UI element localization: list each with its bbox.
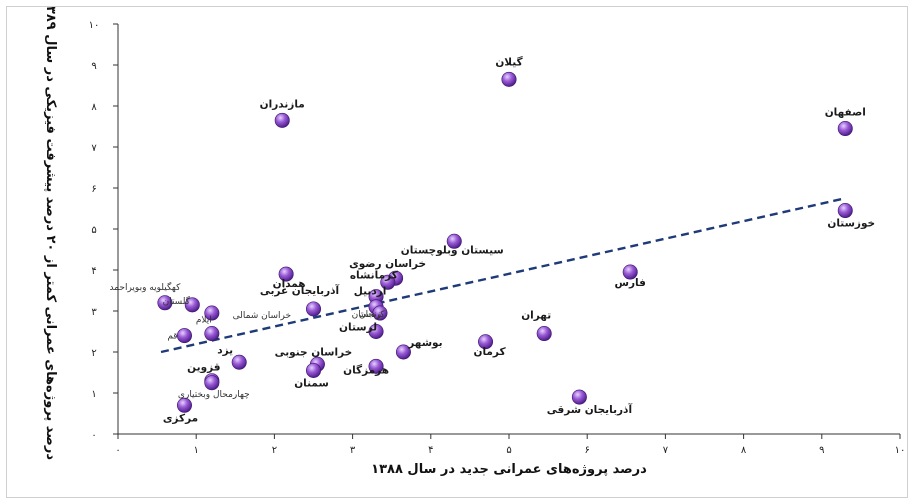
point-label: زنجان — [359, 310, 381, 320]
y-tick-label: ۶ — [91, 184, 96, 195]
point-label: مرکزی — [163, 412, 198, 424]
data-point — [204, 326, 220, 342]
data-point — [395, 344, 411, 360]
data-point — [204, 305, 220, 321]
point-label: کهگیلویه وبویراحمد — [109, 281, 181, 293]
point-label: کرمانشاه — [350, 269, 399, 281]
y-tick-label: ۵ — [91, 225, 96, 236]
point-label: قم — [167, 332, 177, 342]
point-label: تهران — [521, 310, 551, 322]
point-label: خوزستان — [827, 218, 875, 230]
y-tick-label: ۰ — [91, 430, 96, 441]
data-point — [204, 375, 220, 391]
data-point — [478, 334, 494, 350]
data-point — [231, 354, 247, 370]
data-point — [278, 266, 294, 282]
data-point — [157, 295, 173, 311]
y-tick-label: ۸ — [91, 102, 97, 113]
data-point — [305, 301, 321, 317]
x-tick-label: ۲ — [272, 445, 277, 456]
data-point — [571, 389, 587, 405]
x-tick-label: ۱ — [194, 445, 199, 456]
data-point — [622, 264, 638, 280]
point-label: بوشهر — [407, 337, 442, 349]
data-point — [372, 305, 388, 321]
x-tick-label: ۹ — [819, 445, 824, 456]
point-label: گلستان — [163, 295, 191, 307]
point-label: ایلام — [196, 316, 212, 326]
data-point — [274, 112, 290, 128]
data-point — [184, 297, 200, 313]
data-point — [536, 326, 552, 342]
y-tick-label: ۳ — [91, 307, 97, 318]
y-tick-label: ۱۰ — [89, 20, 100, 31]
point-label: سیستان وبلوچستان — [401, 244, 504, 256]
data-point — [380, 274, 396, 290]
point-label: اردبیل — [354, 286, 387, 298]
x-tick-label: ۴ — [428, 445, 433, 456]
point-label: قزوین — [187, 362, 220, 374]
trendline — [160, 197, 846, 354]
x-tick-label: ۸ — [741, 445, 747, 456]
data-points — [157, 71, 853, 413]
data-point — [837, 203, 853, 219]
data-point — [837, 121, 853, 137]
point-label: فارس — [615, 277, 646, 289]
x-tick-label: ۶ — [585, 445, 590, 456]
point-label: کرمان — [474, 346, 507, 358]
axes: ۰ ۱ ۲ ۳ ۴ ۵ ۶ ۷ ۸ ۹ ۱۰ ۰ ۱ ۲ ۳ ۴ ۵ ۶ ۷ ۸ ۹ ۱۰ — [89, 20, 906, 456]
point-labels: گیلان اصفهان مازندران خوزستان سیستان وبلوچست… — [109, 55, 875, 424]
point-label: مازندران — [260, 98, 305, 110]
chart-frame: ۰ ۱ ۲ ۳ ۴ ۵ ۶ ۷ ۸ ۹ ۱۰ ۰ ۱ ۲ ۳ ۴ ۵ ۶ ۷ ۸ ۹ ۱۰ گیلان اصفهان مازن… — [6, 6, 908, 498]
data-point — [305, 362, 321, 378]
point-label: چهارمحال وبختیاری — [178, 390, 250, 400]
point-label: کردستان — [352, 310, 386, 320]
point-label: خراسان رضوی — [349, 258, 426, 270]
data-point — [368, 358, 384, 374]
point-label: اصفهان — [825, 107, 866, 119]
x-axis-title: درصد پروژه‌های عمرانی جدید در سال ۱۳۸۸ — [371, 462, 647, 477]
data-point — [368, 323, 384, 339]
point-label: آذربایجان غربی — [260, 284, 340, 297]
data-point — [501, 71, 517, 87]
point-label: لرستان — [339, 322, 377, 334]
point-label: سمنان — [294, 377, 329, 389]
point-label: آذربایجان شرقی — [547, 403, 633, 416]
y-axis-title: درصد پروژه‌های عمرانی کمتر از ۲۰ درصد پی… — [43, 7, 58, 460]
y-tick-label: ۹ — [91, 61, 96, 72]
point-label: هرمزگان — [343, 363, 389, 376]
point-label: همدان — [273, 278, 306, 290]
trendline-line — [160, 197, 846, 354]
data-point — [446, 233, 462, 249]
data-point — [176, 328, 192, 344]
x-tick-label: ۷ — [663, 445, 669, 456]
point-label: گیلان — [495, 55, 523, 68]
point-label: یزد — [217, 344, 233, 356]
y-tick-label: ۷ — [91, 143, 97, 154]
point-label: خراسان شمالی — [233, 311, 292, 321]
scatter-chart: ۰ ۱ ۲ ۳ ۴ ۵ ۶ ۷ ۸ ۹ ۱۰ ۰ ۱ ۲ ۳ ۴ ۵ ۶ ۷ ۸ ۹ ۱۰ گیلان اصفهان مازن… — [43, 7, 906, 477]
y-tick-label: ۱ — [91, 389, 96, 400]
x-tick-label: ۳ — [350, 445, 356, 456]
point-label: خراسان جنوبی — [275, 346, 353, 358]
y-tick-label: ۲ — [91, 348, 96, 359]
x-tick-label: ۵ — [506, 445, 511, 456]
data-point — [176, 397, 192, 413]
x-tick-label: ۱۰ — [895, 445, 906, 456]
x-tick-label: ۰ — [115, 445, 120, 456]
y-tick-label: ۴ — [91, 266, 96, 277]
